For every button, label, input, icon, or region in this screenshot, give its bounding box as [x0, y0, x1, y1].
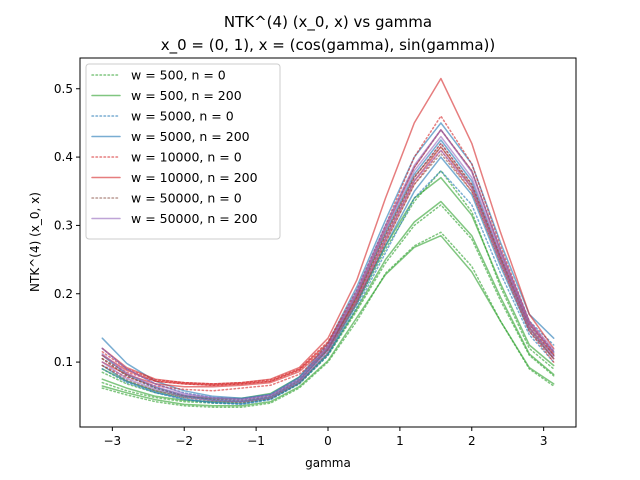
chart-title-line1: NTK^(4) (x_0, x) vs gamma — [224, 13, 432, 32]
legend-label-0: w = 500, n = 0 — [131, 68, 226, 83]
chart-title-line2: x_0 = (0, 1), x = (cos(gamma), sin(gamma… — [161, 36, 496, 55]
legend-label-3: w = 5000, n = 200 — [131, 129, 250, 144]
x-axis-ticks: −3 −2 −1 0 1 2 3 — [103, 427, 547, 448]
y-axis-label: NTK^(4) (x_0, x) — [28, 192, 42, 292]
x-tick-label: −3 — [103, 434, 121, 448]
series-line-0-run-0 — [101, 231, 555, 408]
y-axis-ticks: 0.1 0.2 0.3 0.4 0.5 — [54, 82, 80, 369]
legend-box — [85, 63, 281, 240]
series-line-1-run-0 — [101, 234, 555, 407]
y-tick-label: 0.4 — [54, 150, 73, 164]
y-tick-label: 0.2 — [54, 287, 73, 301]
series-line-7-run-1 — [101, 135, 555, 401]
legend-label-6: w = 50000, n = 0 — [131, 191, 242, 206]
y-tick-label: 0.5 — [54, 82, 73, 96]
plot-lines — [101, 77, 555, 408]
chart-title: NTK^(4) (x_0, x) vs gamma x_0 = (0, 1), … — [161, 13, 496, 55]
y-tick-label: 0.3 — [54, 218, 73, 232]
series-line-7-run-2 — [101, 129, 555, 400]
series-line-3-run-0 — [101, 156, 555, 405]
legend: w = 500, n = 0 w = 500, n = 200 w = 5000, … — [85, 63, 281, 240]
legend-label-4: w = 10000, n = 0 — [131, 150, 242, 165]
legend-label-2: w = 5000, n = 0 — [131, 109, 234, 124]
x-tick-label: 2 — [468, 434, 476, 448]
legend-label-7: w = 50000, n = 200 — [131, 211, 258, 226]
series-line-6-run-1 — [101, 146, 555, 402]
legend-label-5: w = 10000, n = 200 — [131, 170, 258, 185]
series-line-6-run-0 — [101, 152, 555, 404]
x-tick-label: −2 — [175, 434, 193, 448]
x-tick-label: 1 — [396, 434, 404, 448]
legend-label-1: w = 500, n = 200 — [131, 88, 242, 103]
series-line-5-run-2 — [101, 77, 555, 385]
series-line-7-run-0 — [101, 149, 555, 403]
x-tick-label: 3 — [540, 434, 548, 448]
y-tick-label: 0.1 — [54, 355, 73, 369]
x-tick-label: 0 — [324, 434, 332, 448]
x-tick-label: −1 — [247, 434, 265, 448]
x-axis-label: gamma — [305, 456, 351, 470]
